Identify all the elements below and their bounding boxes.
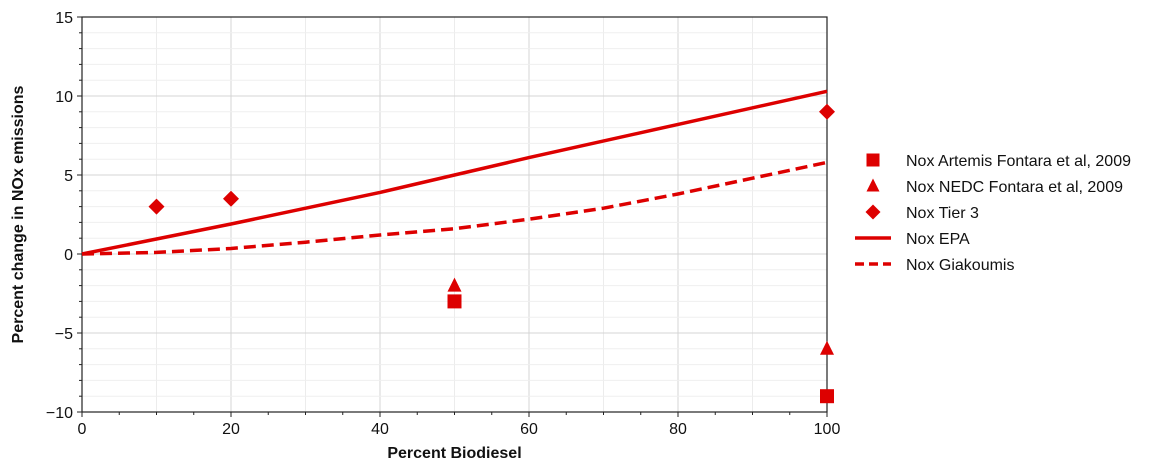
data-point-diamond [223,190,239,207]
x-tick-label: 40 [371,421,389,438]
legend-item: Nox EPA [855,231,970,248]
y-axis-title: Percent change in NOx emissions [10,85,27,343]
data-point-square [447,294,462,309]
y-tick-label: −10 [46,405,73,422]
x-axis-title: Percent Biodiesel [387,445,521,462]
series-0 [447,294,834,404]
data-point-triangle [820,340,834,355]
y-tick-label: 10 [55,89,73,106]
y-tick-label: 15 [55,10,73,27]
legend: Nox Artemis Fontara et al, 2009 Nox NEDC … [855,153,1131,274]
legend-marker-square [866,153,880,167]
y-tick-label: 5 [64,168,73,185]
series-3 [81,89,828,256]
legend-marker-diamond [865,204,881,220]
x-tick-label: 0 [78,421,87,438]
axis-ticks: 0 20 40 60 80 100 −10 −5 0 5 10 15 [46,10,841,438]
series-2 [148,103,835,215]
legend-label: Nox EPA [906,231,970,248]
data-point-diamond [148,198,165,215]
series-layer [81,89,835,404]
grid-lines [81,16,828,413]
legend-item: Nox Giakoumis [855,257,1014,274]
data-point-diamond [819,103,835,120]
data-point-square [820,389,834,404]
series-line [81,89,828,256]
x-tick-label: 100 [814,421,841,438]
x-tick-label: 80 [669,421,687,438]
legend-item: Nox Tier 3 [865,204,979,222]
legend-marker-triangle [866,178,880,192]
legend-item: Nox Artemis Fontara et al, 2009 [866,153,1131,170]
legend-label: Nox Artemis Fontara et al, 2009 [906,153,1131,170]
x-tick-label: 20 [222,421,240,438]
data-point-triangle [447,277,462,292]
series-1 [447,277,834,355]
legend-label: Nox Giakoumis [906,257,1014,274]
y-tick-label: −5 [55,326,73,343]
legend-item: Nox NEDC Fontara et al, 2009 [866,178,1123,196]
y-tick-label: 0 [64,247,73,264]
legend-label: Nox Tier 3 [906,205,979,222]
legend-label: Nox NEDC Fontara et al, 2009 [906,179,1123,196]
x-tick-label: 60 [520,421,538,438]
